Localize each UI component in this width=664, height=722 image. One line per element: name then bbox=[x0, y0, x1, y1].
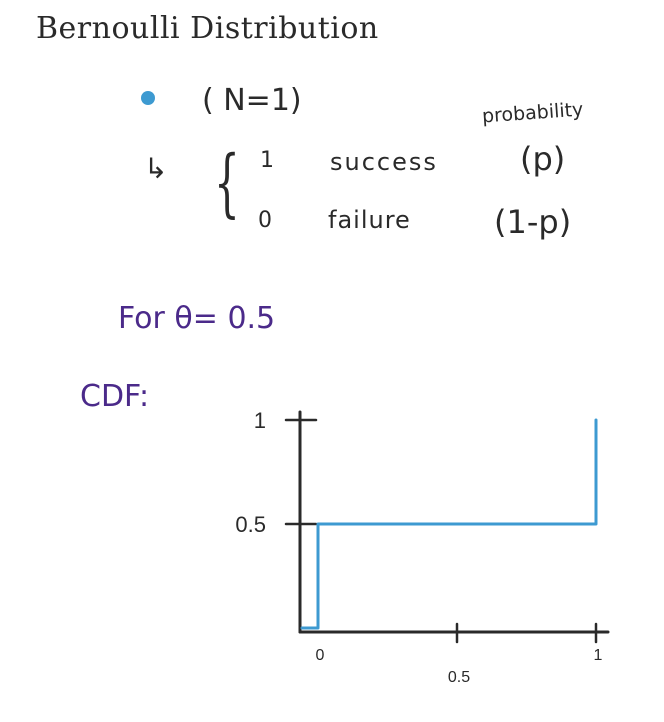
cdf-label: CDF: bbox=[80, 379, 150, 414]
success-value: 1 bbox=[260, 148, 274, 173]
failure-label: failure bbox=[328, 206, 411, 234]
bullet-dot bbox=[141, 91, 155, 105]
x-tick-label: 0 bbox=[316, 647, 325, 664]
brace-icon: { bbox=[214, 140, 240, 226]
n-equals-one: ( N=1) bbox=[202, 83, 302, 118]
theta-caption: For θ= 0.5 bbox=[118, 301, 276, 336]
success-probability: (p) bbox=[520, 140, 566, 178]
page-title: Bernoulli Distribution bbox=[36, 11, 379, 46]
y-tick-label: 0.5 bbox=[235, 512, 266, 537]
cdf-step-line bbox=[300, 418, 598, 630]
x-tick-label: 1 bbox=[594, 647, 603, 664]
arrow-icon: ↳ bbox=[144, 152, 168, 185]
success-label: success bbox=[330, 148, 438, 176]
failure-probability: (1-p) bbox=[494, 203, 572, 241]
x-tick-label: 0.5 bbox=[448, 669, 470, 686]
y-tick-label: 1 bbox=[254, 408, 266, 433]
failure-value: 0 bbox=[258, 208, 272, 233]
